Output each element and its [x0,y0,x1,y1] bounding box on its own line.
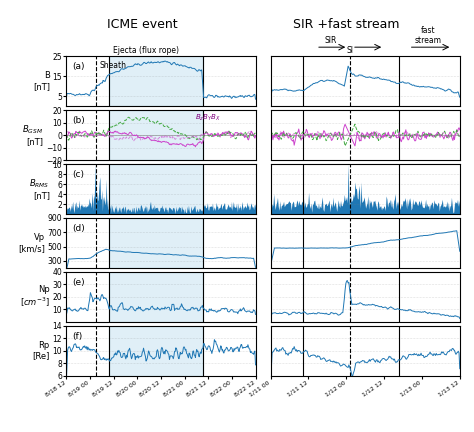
Y-axis label: Rp
[Re]: Rp [Re] [32,341,50,361]
Text: (f): (f) [72,332,82,341]
Y-axis label: B
[nT]: B [nT] [33,71,50,91]
Text: ICME event: ICME event [107,18,177,31]
Text: Sheath: Sheath [100,61,127,70]
Y-axis label: Vp
[km/s]: Vp [km/s] [18,233,45,253]
Bar [109,218,203,268]
Y-axis label: $B_{GSM}$
[nT]: $B_{GSM}$ [nT] [22,124,44,146]
Text: Ejecta (flux rope): Ejecta (flux rope) [113,46,179,55]
Y-axis label: $B_{RMS}$
[nT]: $B_{RMS}$ [nT] [29,178,50,200]
Bar [109,110,203,160]
Text: fast
stream: fast stream [414,26,441,45]
Text: SI: SI [346,46,354,55]
Bar [109,164,203,214]
Bar [109,272,203,322]
Text: SIR +fast stream: SIR +fast stream [293,18,399,31]
Text: (d): (d) [72,224,85,233]
Text: (b): (b) [72,116,85,125]
Text: $B_z$$B_Y$$B_X$: $B_z$$B_Y$$B_X$ [195,113,221,123]
Text: (e): (e) [72,278,85,287]
Text: SIR: SIR [325,36,337,45]
Bar [109,326,203,376]
Bar [109,56,203,106]
Text: (c): (c) [72,170,84,179]
Text: (a): (a) [72,62,84,71]
Y-axis label: Np
[$cm^{-3}$]: Np [$cm^{-3}$] [20,285,50,309]
